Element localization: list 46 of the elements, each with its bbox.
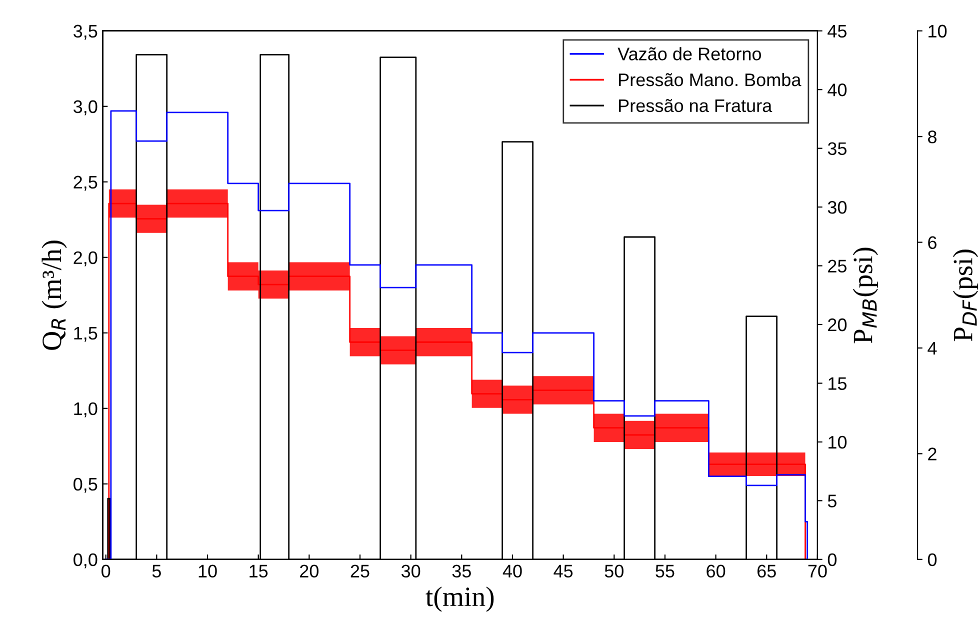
x-tick-label: 60: [706, 564, 726, 578]
y-tick-label: 3,0: [74, 100, 98, 116]
y3-tick-label: 10: [928, 24, 947, 38]
y-tick-label: 1,0: [74, 402, 98, 418]
x-tick-label: 0: [102, 564, 110, 578]
x-tick-label: 10: [198, 564, 217, 578]
y2-tick-label: 45: [828, 24, 847, 38]
y2-tick-label: 30: [828, 200, 847, 214]
x-tick-label: 15: [250, 564, 268, 578]
x-tick-label: 35: [452, 564, 471, 578]
x-axis-title: t(min): [426, 586, 494, 612]
y-tick-label: 0,5: [74, 478, 98, 493]
x-tick-label: 5: [152, 564, 161, 578]
y3-tick-label: 4: [928, 342, 937, 355]
y-tick-label: 1,5: [74, 327, 98, 342]
x-tick-label: 50: [604, 564, 624, 578]
x-tick-label: 65: [758, 564, 776, 578]
y-tick-label: 3,5: [74, 24, 98, 40]
y-tick-label: 2,0: [74, 251, 98, 266]
y3-tick-label: 2: [928, 448, 936, 460]
x-tick-label: 30: [401, 564, 420, 578]
y2-tick-label: 25: [828, 260, 847, 272]
y2-tick-label: 0: [828, 553, 837, 566]
x-tick-label: 20: [300, 564, 318, 578]
y2-tick-label: 10: [828, 436, 847, 449]
y2-tick-label: 15: [828, 377, 847, 390]
x-tick-label: 40: [502, 564, 522, 578]
y2-tick-label: 5: [828, 494, 836, 508]
y-tick-label: 0,0: [74, 553, 98, 568]
y2-tick-label: 20: [828, 318, 847, 332]
x-tick-label: 25: [350, 564, 370, 578]
legend-label: Vazão de Retorno: [618, 47, 762, 60]
legend-label: Pressão Mano. Bomba: [619, 72, 802, 86]
y3-axis-title: P$_{DF}$(psi): [952, 250, 978, 342]
y2-tick-label: 40: [828, 84, 847, 96]
y-tick-label: 2,5: [74, 176, 98, 191]
x-tick-label: 45: [554, 564, 573, 578]
y2-axis-title: P$_{MB}$(psi): [852, 248, 878, 344]
y3-tick-label: 6: [928, 236, 936, 249]
y-axis-title: Q$_{R}$ (m³/h): [42, 240, 67, 350]
x-tick-label: 70: [808, 564, 827, 578]
y2-tick-label: 35: [828, 142, 847, 156]
x-tick-label: 55: [656, 564, 674, 578]
y3-tick-label: 8: [928, 130, 936, 144]
y3-tick-label: 0: [928, 553, 937, 566]
legend-label: Pressão na Fratura: [619, 98, 772, 112]
